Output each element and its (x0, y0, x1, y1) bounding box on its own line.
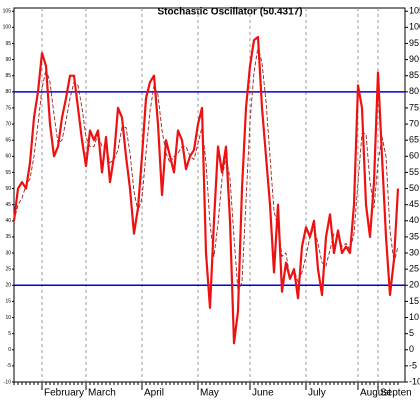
y-tick-label: 55 (409, 167, 419, 177)
y-tick-label: 95 (409, 38, 419, 48)
y-tick-label: 45 (409, 199, 419, 209)
y-tick-label: 50 (409, 183, 419, 193)
y-tick-label: 85 (409, 70, 419, 80)
x-tick-label: Septen (380, 388, 412, 399)
y-tick-label: 100 (409, 22, 420, 32)
y-tick-label: -5 (409, 360, 417, 370)
y-tick-label: 0 (409, 344, 414, 354)
y-tick-label: 30 (409, 247, 419, 257)
y-tick-label: 105 (409, 6, 420, 16)
x-tick-label: August (360, 388, 391, 399)
y-tick-label: 95 (5, 41, 11, 47)
y-tick-label: 35 (409, 231, 419, 241)
y-tick-label: 75 (409, 102, 419, 112)
y-tick-label: 35 (5, 234, 11, 240)
y-tick-label: 100 (3, 25, 12, 31)
x-tick-label: March (88, 388, 116, 399)
y-tick-label: 80 (5, 89, 11, 95)
y-tick-label: 105 (3, 9, 12, 15)
y-tick-label: 40 (409, 215, 419, 225)
x-tick-label: February (44, 388, 84, 399)
y-tick-label: 5 (409, 328, 414, 338)
x-tick-label: May (200, 388, 219, 399)
y-tick-label: 70 (5, 121, 11, 127)
series-line (13, 46, 399, 293)
y-tick-label: 45 (5, 202, 11, 208)
x-tick-label: July (308, 388, 326, 399)
y-tick-label: -10 (4, 379, 11, 385)
y-tick-label: -10 (409, 376, 420, 386)
y-tick-label: 65 (5, 138, 11, 144)
y-tick-label: 55 (5, 170, 11, 176)
chart-title: Stochastic Oscillator (50.4317) (157, 7, 302, 18)
y-tick-label: 60 (5, 154, 11, 160)
y-tick-label: -5 (7, 363, 12, 369)
y-tick-label: 25 (409, 264, 419, 274)
plot-frame (13, 7, 406, 383)
y-tick-label: 15 (409, 296, 419, 306)
y-tick-label: 75 (5, 105, 11, 111)
y-tick-label: 0 (8, 347, 11, 353)
y-tick-label: 5 (8, 331, 11, 337)
x-tick-label: June (252, 388, 274, 399)
y-tick-label: 15 (5, 299, 11, 305)
y-tick-label: 20 (409, 280, 419, 290)
y-tick-label: 20 (5, 283, 11, 289)
y-tick-label: 50 (5, 186, 11, 192)
y-tick-label: 90 (409, 54, 419, 64)
y-tick-label: 60 (409, 151, 419, 161)
x-tick-label: April (144, 388, 164, 399)
series-line (12, 35, 400, 345)
y-tick-label: 85 (5, 73, 11, 79)
y-tick-label: 40 (5, 218, 11, 224)
y-tick-label: 30 (5, 250, 11, 256)
y-tick-label: 10 (409, 312, 419, 322)
y-tick-label: 65 (409, 135, 419, 145)
y-tick-label: 70 (409, 118, 419, 128)
y-tick-label: 25 (5, 266, 11, 272)
y-tick-label: 80 (409, 86, 419, 96)
y-tick-label: 10 (5, 315, 11, 321)
y-tick-label: 90 (5, 57, 11, 63)
